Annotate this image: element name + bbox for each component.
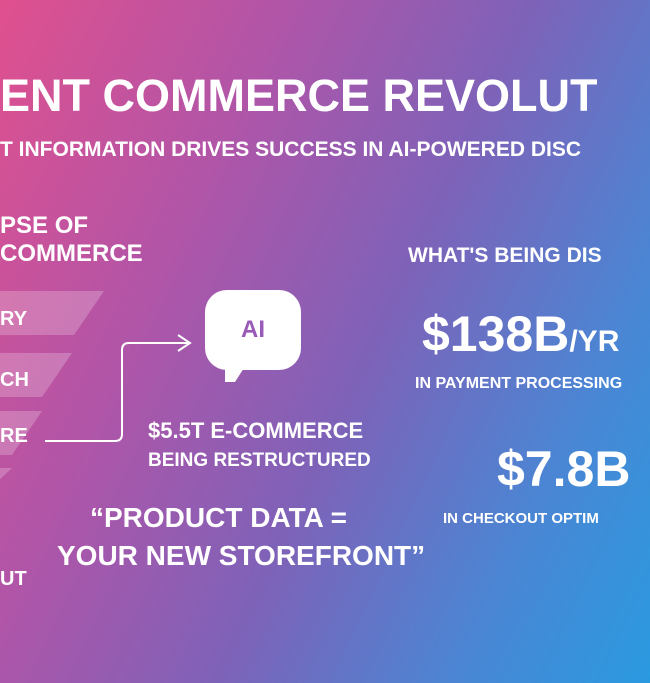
stat2-value: $7.8B (497, 441, 631, 497)
title: ENT COMMERCE REVOLUT (0, 70, 598, 121)
stat2-label: IN CHECKOUT OPTIM (443, 510, 599, 527)
left-heading-line2: COMMERCE (0, 240, 143, 267)
quote-line1: “PRODUCT DATA = (90, 502, 347, 533)
funnel-label: UT (0, 568, 27, 590)
quote-line2: YOUR NEW STOREFRONT” (57, 540, 426, 571)
funnel-label: RY (0, 308, 28, 330)
funnel-label: RE (0, 425, 28, 447)
ecommerce-value: $5.5T E-COMMERCE (148, 418, 364, 443)
ai-icon-text: AI (241, 316, 265, 343)
ecommerce-value-sub: BEING RESTRUCTURED (148, 450, 371, 471)
funnel-label: CH (0, 369, 29, 391)
stat1-value: $138B (422, 306, 570, 362)
stat1-label: IN PAYMENT PROCESSING (415, 375, 623, 392)
subtitle: T INFORMATION DRIVES SUCCESS IN AI-POWER… (0, 138, 582, 161)
bubble-tail (225, 360, 249, 382)
right-heading: WHAT'S BEING DIS (408, 244, 602, 267)
stat1-unit: /YR (569, 325, 620, 358)
left-heading-line1: PSE OF (0, 212, 89, 239)
stat1: $138B/YR (422, 305, 619, 363)
ai-chat-bubble-icon: AI (205, 290, 301, 370)
